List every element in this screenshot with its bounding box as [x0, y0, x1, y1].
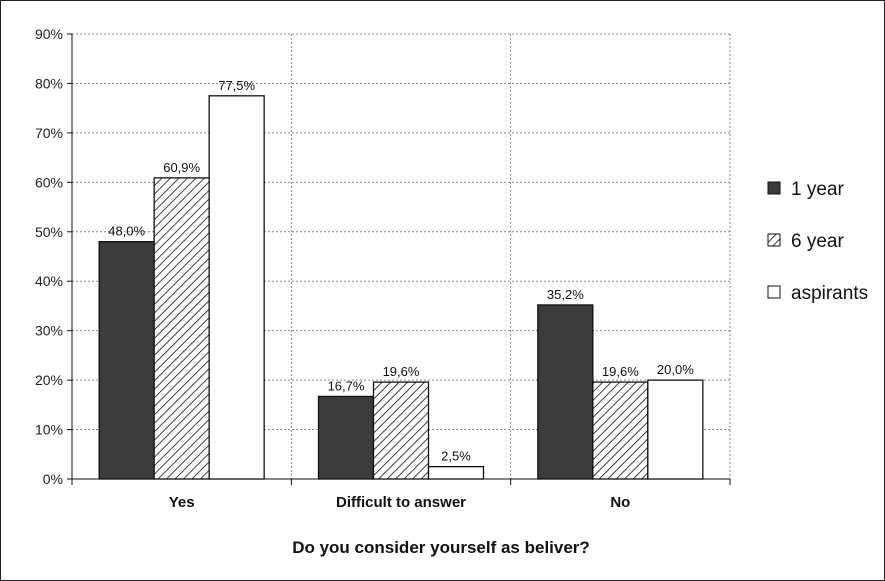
- data-label: 35,2%: [547, 287, 584, 302]
- legend-label: 1 year: [791, 179, 844, 200]
- bar-6-year: [372, 381, 430, 480]
- data-label: 48,0%: [108, 224, 145, 239]
- data-label: 2,5%: [441, 449, 471, 464]
- y-tick-label: 0%: [43, 471, 63, 487]
- data-labels: 48,0% 60,9% 77,5% 16,7% 19,6% 2,5% 35,2% 19,6% 2…: [108, 78, 694, 464]
- data-label: 60,9%: [163, 160, 200, 175]
- bar-1-year: [98, 241, 155, 480]
- bar-1-year: [537, 304, 594, 480]
- x-tick-label: No: [610, 494, 630, 511]
- legend: 1 year 6 year aspirants: [767, 179, 868, 304]
- y-tick-label: 80%: [35, 75, 63, 91]
- y-tick-label: 60%: [35, 174, 63, 190]
- legend-label: 6 year: [791, 231, 844, 252]
- x-axis-title: Do you consider yourself as beliver?: [292, 538, 590, 557]
- y-tick-label: 20%: [35, 372, 63, 388]
- bars: [98, 95, 704, 480]
- bar-1-year: [317, 395, 375, 480]
- legend-label: aspirants: [791, 283, 868, 304]
- y-tick-label: 50%: [35, 224, 63, 240]
- data-label: 77,5%: [218, 78, 255, 93]
- bar-6-year: [592, 381, 649, 480]
- legend-swatch-1-year: [767, 181, 781, 195]
- x-tick-label: Difficult to answer: [336, 494, 466, 511]
- data-label: 19,6%: [383, 364, 420, 379]
- legend-swatch-6-year: [767, 233, 781, 247]
- bar-aspirants: [208, 95, 265, 480]
- data-label: 19,6%: [602, 364, 639, 379]
- y-tick-label: 40%: [35, 273, 63, 289]
- y-tick-label: 70%: [35, 125, 63, 141]
- legend-swatch-aspirants: [767, 285, 781, 299]
- data-label: 20,0%: [657, 362, 694, 377]
- data-label: 16,7%: [328, 378, 365, 393]
- bar-6-year: [153, 177, 210, 480]
- y-tick-label: 90%: [35, 26, 63, 42]
- y-tick-label: 30%: [35, 323, 63, 339]
- bar-aspirants: [427, 465, 485, 480]
- bar-aspirants: [647, 379, 704, 480]
- x-tick-label: Yes: [169, 494, 195, 511]
- y-tick-label: 10%: [35, 422, 63, 438]
